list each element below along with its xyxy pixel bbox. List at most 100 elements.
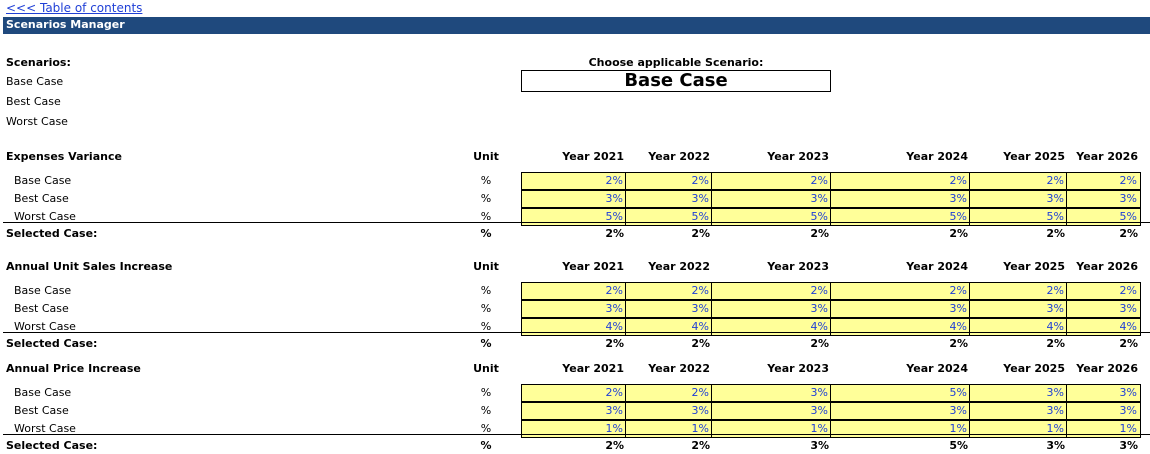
input-cell-base[interactable]: 2% (521, 282, 627, 300)
input-cell-best[interactable]: 3% (625, 300, 713, 318)
input-cell-best[interactable]: 3% (969, 300, 1068, 318)
year-header: Year 2023 (767, 362, 829, 375)
input-cell-best[interactable]: 3% (830, 300, 971, 318)
year-header: Year 2021 (562, 362, 624, 375)
input-cell-worst[interactable]: 5% (1066, 208, 1141, 226)
unit-value: % (480, 284, 492, 297)
input-cell-worst[interactable]: 1% (711, 420, 832, 438)
input-cell-worst[interactable]: 4% (969, 318, 1068, 336)
input-cell-best[interactable]: 3% (521, 300, 627, 318)
input-cell-worst[interactable]: 1% (521, 420, 627, 438)
year-header: Year 2026 (1076, 362, 1138, 375)
input-cell-base[interactable]: 2% (969, 172, 1068, 190)
title-banner: Scenarios Manager (3, 17, 1150, 34)
input-cell-base[interactable]: 2% (711, 282, 832, 300)
selected-unit: % (480, 227, 492, 240)
input-cell-best[interactable]: 3% (711, 300, 832, 318)
unit-value: % (480, 422, 492, 435)
unit-value: % (480, 174, 492, 187)
scenario-selector[interactable]: Base Case (521, 70, 831, 92)
year-header: Year 2021 (562, 260, 624, 273)
input-cell-best[interactable]: 3% (1066, 300, 1141, 318)
year-header: Year 2024 (906, 150, 968, 163)
selected-value: 2% (691, 337, 710, 350)
input-cell-worst[interactable]: 5% (830, 208, 971, 226)
selected-value: 2% (605, 227, 624, 240)
input-cell-best[interactable]: 3% (711, 402, 832, 420)
input-cell-worst[interactable]: 1% (1066, 420, 1141, 438)
selected-value: 2% (949, 227, 968, 240)
input-cell-worst[interactable]: 1% (969, 420, 1068, 438)
section-title: Annual Unit Sales Increase (6, 260, 173, 273)
selected-divider (3, 332, 1150, 333)
input-cell-base[interactable]: 2% (1066, 172, 1141, 190)
input-cell-base[interactable]: 2% (625, 172, 713, 190)
input-cell-base[interactable]: 3% (969, 384, 1068, 402)
selected-value: 5% (949, 439, 968, 452)
input-cell-base[interactable]: 2% (830, 172, 971, 190)
input-cell-base[interactable]: 2% (625, 384, 713, 402)
input-cell-base[interactable]: 2% (711, 172, 832, 190)
input-cell-base[interactable]: 2% (1066, 282, 1141, 300)
selected-value: 2% (691, 227, 710, 240)
selected-value: 3% (1119, 439, 1138, 452)
input-cell-best[interactable]: 3% (1066, 402, 1141, 420)
unit-value: % (480, 320, 492, 333)
selected-value: 2% (810, 227, 829, 240)
input-cell-worst[interactable]: 1% (830, 420, 971, 438)
input-cell-best[interactable]: 3% (711, 190, 832, 208)
input-cell-worst[interactable]: 4% (625, 318, 713, 336)
year-header: Year 2024 (906, 362, 968, 375)
input-cell-best[interactable]: 3% (969, 402, 1068, 420)
input-cell-base[interactable]: 2% (521, 172, 627, 190)
selected-value: 2% (1046, 337, 1065, 350)
input-cell-best[interactable]: 3% (521, 402, 627, 420)
case-label-worst: Worst Case (14, 320, 76, 333)
input-cell-base[interactable]: 5% (830, 384, 971, 402)
input-cell-base[interactable]: 2% (625, 282, 713, 300)
input-cell-base[interactable]: 2% (830, 282, 971, 300)
input-cell-worst[interactable]: 4% (711, 318, 832, 336)
input-cell-best[interactable]: 3% (969, 190, 1068, 208)
case-label-best: Best Case (14, 302, 69, 315)
input-cell-best[interactable]: 3% (625, 402, 713, 420)
input-cell-base[interactable]: 3% (1066, 384, 1141, 402)
year-header: Year 2026 (1076, 260, 1138, 273)
input-cell-base[interactable]: 2% (521, 384, 627, 402)
unit-value: % (480, 404, 492, 417)
case-label-worst: Worst Case (14, 422, 76, 435)
input-cell-worst[interactable]: 4% (830, 318, 971, 336)
input-cell-worst[interactable]: 5% (625, 208, 713, 226)
selected-value: 2% (1119, 227, 1138, 240)
selected-value: 2% (1119, 337, 1138, 350)
input-cell-worst[interactable]: 1% (625, 420, 713, 438)
selected-value: 2% (949, 337, 968, 350)
year-header: Year 2023 (767, 150, 829, 163)
input-cell-best[interactable]: 3% (625, 190, 713, 208)
input-cell-best[interactable]: 3% (830, 190, 971, 208)
selected-value: 2% (605, 439, 624, 452)
table-of-contents-link[interactable]: <<< Table of contents (6, 1, 143, 15)
input-cell-worst[interactable]: 4% (521, 318, 627, 336)
selected-value: 2% (810, 337, 829, 350)
input-cell-worst[interactable]: 5% (521, 208, 627, 226)
input-cell-best[interactable]: 3% (1066, 190, 1141, 208)
selected-divider (3, 222, 1150, 223)
input-cell-worst[interactable]: 5% (711, 208, 832, 226)
section-title: Expenses Variance (6, 150, 122, 163)
input-cell-worst[interactable]: 4% (1066, 318, 1141, 336)
case-label-best: Best Case (14, 404, 69, 417)
year-header: Year 2023 (767, 260, 829, 273)
year-header: Year 2026 (1076, 150, 1138, 163)
year-header: Year 2025 (1003, 260, 1065, 273)
case-label-base: Base Case (14, 284, 72, 297)
input-cell-best[interactable]: 3% (830, 402, 971, 420)
unit-header: Unit (473, 362, 499, 375)
unit-value: % (480, 386, 492, 399)
input-cell-base[interactable]: 2% (969, 282, 1068, 300)
case-label-best: Best Case (14, 192, 69, 205)
input-cell-worst[interactable]: 5% (969, 208, 1068, 226)
selected-divider (3, 434, 1150, 435)
input-cell-best[interactable]: 3% (521, 190, 627, 208)
input-cell-base[interactable]: 3% (711, 384, 832, 402)
